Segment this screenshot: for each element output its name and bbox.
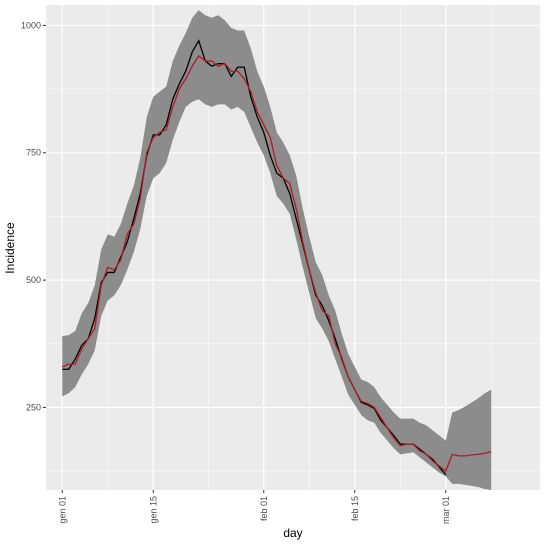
observed-series-line [62, 39, 447, 476]
x-tick-label: mar 01 [441, 496, 451, 524]
y-tick-label: 500 [26, 275, 41, 285]
y-tick-label: 750 [26, 148, 41, 158]
x-axis: gen 01 gen 15 feb 01 feb 15 mar 01 [57, 490, 451, 524]
x-tick-label: feb 15 [350, 496, 360, 521]
y-tick-label: 250 [26, 402, 41, 412]
y-axis: 250 500 750 1000 [21, 20, 46, 412]
fitted-series-line [62, 54, 492, 473]
x-tick-label: feb 01 [259, 496, 269, 521]
y-tick-label: 1000 [21, 20, 41, 30]
x-tick-label: gen 15 [148, 496, 158, 524]
grid-major-lines [46, 5, 540, 490]
x-axis-title: day [283, 526, 302, 540]
confidence-band [62, 10, 492, 491]
y-axis-title: Incidence [3, 222, 17, 274]
x-tick-label: gen 01 [57, 496, 67, 524]
